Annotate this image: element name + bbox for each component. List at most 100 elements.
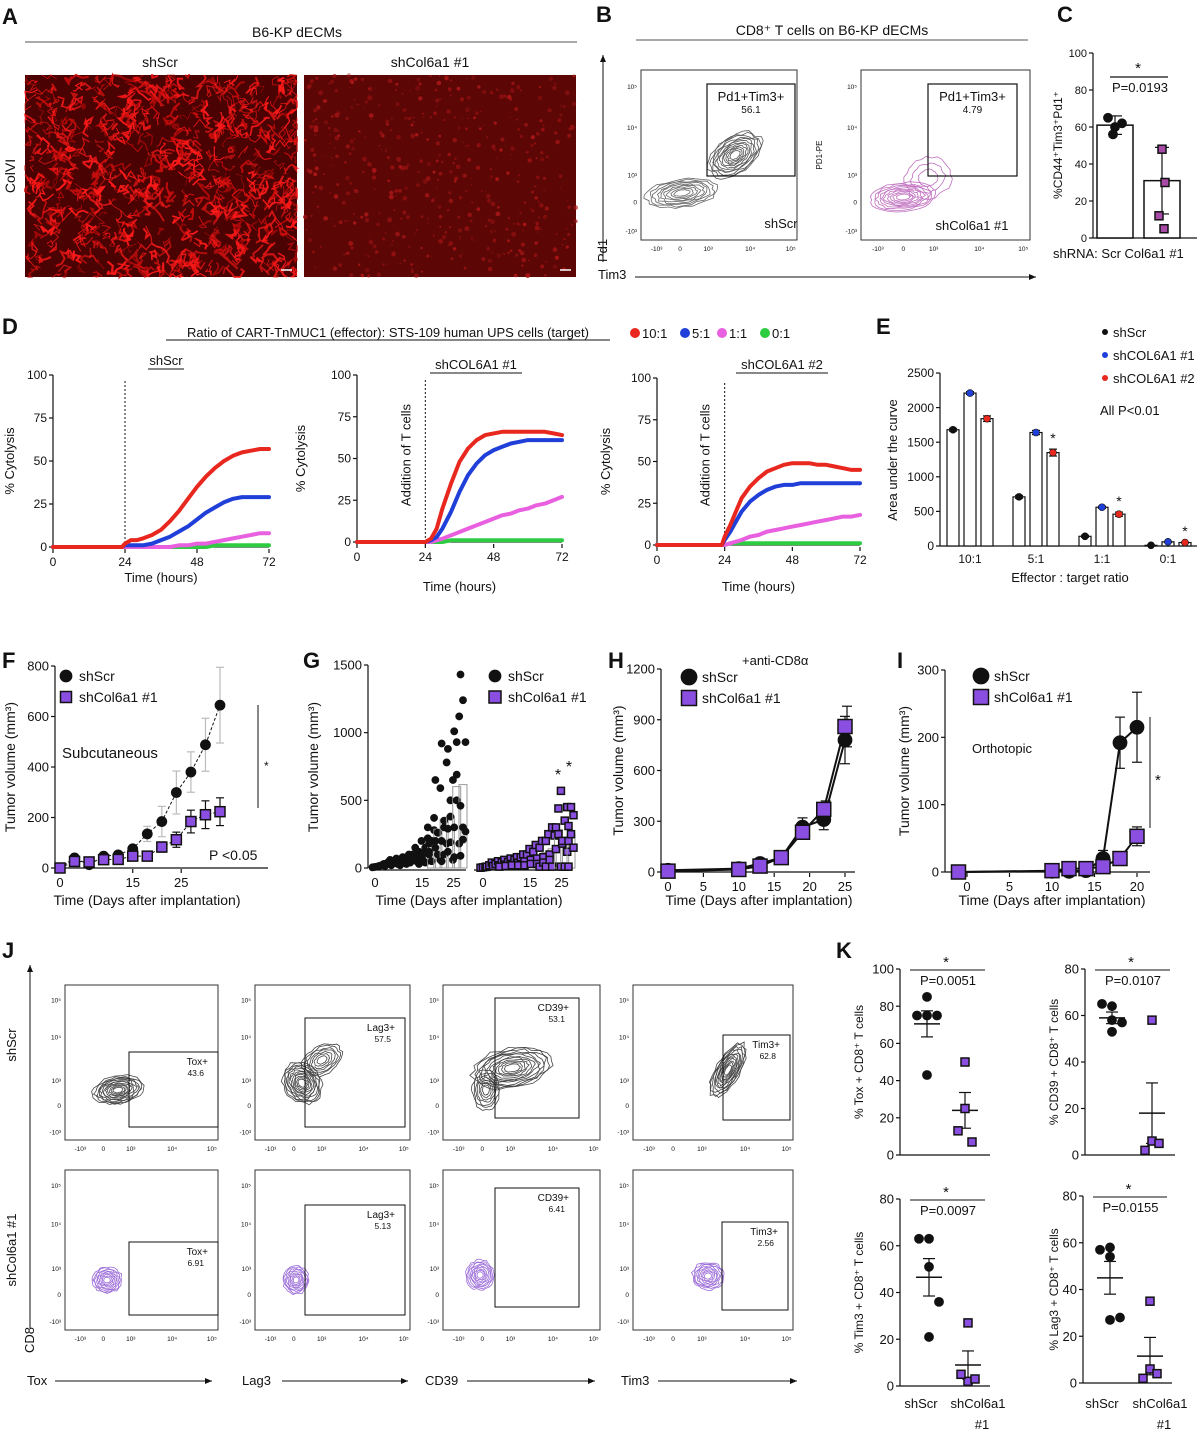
arrowhead-icon <box>600 55 606 62</box>
collagen-fiber <box>106 261 127 275</box>
contour-line <box>721 142 749 167</box>
collagen-fiber <box>144 103 159 119</box>
stain-speck <box>393 250 395 253</box>
y-tick-label: 1500 <box>907 435 934 449</box>
legend-dot-icon <box>760 328 770 338</box>
contour-line <box>716 139 752 171</box>
stain-speck <box>534 142 537 145</box>
collagen-fiber <box>191 99 207 112</box>
data-point <box>437 739 446 748</box>
contour-line <box>717 1053 739 1087</box>
stain-speck <box>465 77 468 80</box>
data-point <box>456 801 465 810</box>
gate-label: Pd1+Tim3+ <box>939 89 1006 104</box>
collagen-fiber <box>57 264 73 274</box>
contour-line <box>670 187 694 199</box>
stain-speck <box>420 215 424 219</box>
stain-speck <box>491 144 496 149</box>
stain-speck <box>438 171 443 176</box>
stain-speck <box>462 141 465 143</box>
bar <box>1112 513 1126 547</box>
legend-label: shScr <box>79 668 115 684</box>
stain-speck <box>401 199 403 201</box>
stain-speck <box>480 190 483 193</box>
x-tick-label: -10³ <box>75 1146 87 1153</box>
collagen-fiber <box>187 159 204 168</box>
stain-speck <box>433 197 436 200</box>
bar-0 <box>1096 124 1134 239</box>
stain-speck <box>403 259 407 263</box>
gate-value: 57.5 <box>374 1034 391 1044</box>
y-tick-label: -10³ <box>239 1319 251 1326</box>
stain-speck <box>399 262 402 265</box>
legend-dot-icon <box>630 328 640 338</box>
stain-speck <box>378 212 381 215</box>
collagen-fiber <box>36 134 51 148</box>
stain-speck <box>422 83 424 85</box>
collagen-fiber <box>98 211 108 217</box>
contour-line <box>721 1060 735 1080</box>
stain-speck <box>419 159 423 163</box>
stain-speck <box>487 266 493 272</box>
stain-speck <box>490 219 495 225</box>
collagen-fiber <box>266 259 275 272</box>
contour-line <box>297 1078 307 1088</box>
collagen-fiber <box>45 217 60 232</box>
data-point <box>156 816 168 827</box>
collagen-fiber <box>79 247 93 265</box>
collagen-fiber <box>222 264 230 275</box>
stain-speck <box>312 250 315 254</box>
x-tick-label: 10³ <box>697 1146 707 1153</box>
y-axis-label: %CD44⁺Tim3⁺Pd1⁺ <box>1051 91 1065 199</box>
collagen-fiber <box>262 261 275 267</box>
collagen-fiber <box>273 270 280 278</box>
stain-speck <box>511 154 513 156</box>
x-tick-label: 10⁵ <box>782 1336 792 1343</box>
arrowhead-icon <box>205 1378 212 1384</box>
collagen-fiber <box>138 225 153 251</box>
y-axis-label: % CD39 + CD8⁺ T cells <box>1047 999 1061 1125</box>
contour-line <box>472 1266 488 1284</box>
collagen-fiber <box>147 202 165 222</box>
collagen-fiber <box>181 189 189 199</box>
x-tick-label: -10³ <box>75 1336 87 1343</box>
stain-speck <box>526 150 530 154</box>
collagen-fiber <box>151 242 171 264</box>
contour-line <box>91 1266 123 1294</box>
y-tick-label: 60 <box>880 1036 894 1051</box>
contour-line <box>92 1267 121 1293</box>
legend-circle-icon <box>680 668 698 686</box>
stain-speck <box>540 151 544 155</box>
stain-speck <box>379 131 383 136</box>
stain-speck <box>540 157 544 162</box>
stain-speck <box>565 227 568 230</box>
collagen-fiber <box>118 231 127 243</box>
x-tick-label: 72 <box>262 555 276 569</box>
contour-line <box>92 1076 143 1105</box>
collagen-fiber <box>67 187 83 196</box>
collagen-fiber <box>116 183 131 195</box>
stain-speck <box>369 234 372 237</box>
collagen-fiber <box>60 95 84 109</box>
stain-speck <box>486 246 491 251</box>
gate-value: 2.56 <box>757 1238 774 1248</box>
stain-speck <box>517 215 519 217</box>
collagen-fiber <box>107 180 117 189</box>
gate-value: 5.13 <box>374 1221 391 1231</box>
p-value: P=0.0193 <box>1112 80 1168 95</box>
collagen-fiber <box>292 76 298 86</box>
x-tick-label: 0 <box>101 1146 105 1153</box>
collagen-fiber <box>33 230 45 239</box>
data-point <box>731 861 747 878</box>
stain-speck <box>454 157 457 161</box>
stain-speck <box>448 191 452 195</box>
stain-speck <box>538 216 540 219</box>
stain-speck <box>525 273 530 279</box>
y-tick-label: 10⁴ <box>241 1035 251 1042</box>
collagen-fiber <box>53 124 73 140</box>
legend-circle-icon <box>59 669 73 683</box>
stain-speck <box>495 157 498 159</box>
data-point <box>949 425 957 434</box>
series-line-shcol6a1 <box>667 726 846 873</box>
data-point <box>950 864 967 880</box>
